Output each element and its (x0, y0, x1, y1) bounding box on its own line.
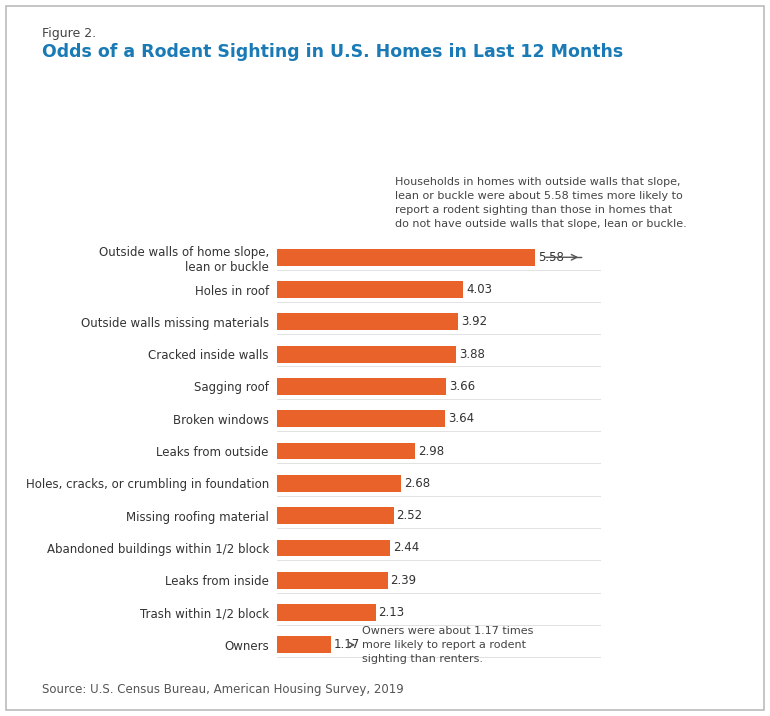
Text: 2.13: 2.13 (378, 606, 404, 619)
Text: 3.92: 3.92 (461, 315, 487, 329)
Bar (277, 410, 445, 427)
Text: 5.58: 5.58 (537, 251, 564, 263)
Text: Figure 2.: Figure 2. (42, 27, 96, 40)
Text: Owners were about 1.17 times
more likely to report a rodent
sighting than renter: Owners were about 1.17 times more likely… (362, 626, 533, 664)
Text: Odds of a Rodent Sighting in U.S. Homes in Last 12 Months: Odds of a Rodent Sighting in U.S. Homes … (42, 43, 624, 61)
Text: 2.39: 2.39 (390, 574, 417, 587)
Bar (277, 442, 415, 460)
Text: 1.17: 1.17 (334, 639, 360, 652)
Bar (277, 314, 458, 330)
Text: 3.66: 3.66 (449, 380, 475, 393)
Text: 3.88: 3.88 (459, 348, 485, 361)
Text: 4.03: 4.03 (466, 283, 492, 296)
Text: 2.52: 2.52 (397, 509, 423, 522)
Text: 3.64: 3.64 (448, 412, 474, 425)
Bar (277, 378, 447, 395)
Bar (277, 475, 401, 492)
Text: Households in homes with outside walls that slope,
lean or buckle were about 5.5: Households in homes with outside walls t… (395, 177, 687, 228)
Bar (277, 637, 331, 653)
Bar (277, 346, 457, 362)
Bar (277, 281, 464, 298)
Text: Source: U.S. Census Bureau, American Housing Survey, 2019: Source: U.S. Census Bureau, American Hou… (42, 683, 404, 696)
Text: 2.68: 2.68 (403, 477, 430, 490)
Bar (277, 249, 535, 266)
Text: 2.98: 2.98 (417, 445, 444, 458)
Bar (277, 572, 387, 589)
Text: 2.44: 2.44 (393, 541, 419, 554)
Bar (277, 507, 393, 524)
Bar (277, 540, 390, 556)
Bar (277, 604, 376, 621)
